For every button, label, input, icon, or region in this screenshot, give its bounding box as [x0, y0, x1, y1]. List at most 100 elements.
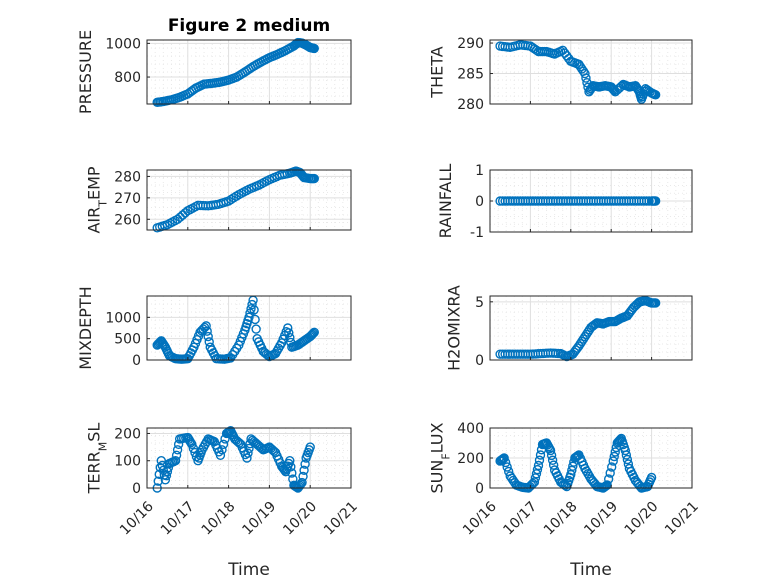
y-axis-label: RAINFALL: [436, 164, 455, 239]
x-axis-label: Time: [569, 560, 612, 580]
subplot-pressure: 800 1000 PRESSURE Figure 2 medium: [76, 16, 352, 114]
data-point: [203, 331, 213, 342]
y-tick-label: 0: [475, 194, 484, 210]
y-tick-label: 100: [114, 454, 141, 470]
data-point: [578, 334, 589, 344]
data-point: [250, 314, 260, 325]
data-point: [534, 455, 545, 465]
chart-title: Figure 2 medium: [168, 16, 330, 36]
y-axis-label: TERRMSL: [85, 423, 110, 495]
axes-frame: [146, 295, 352, 361]
data-point: [535, 450, 546, 460]
data-point: [545, 445, 556, 456]
data-point: [615, 434, 625, 445]
data-point: [650, 90, 661, 100]
data-point: [269, 446, 279, 456]
data-point: [202, 326, 212, 336]
data-point: [249, 305, 259, 315]
data-point: [285, 332, 295, 343]
y-tick-label: 260: [114, 212, 141, 228]
data-point: [644, 196, 654, 206]
y-axis-label: PRESSURE: [76, 30, 95, 114]
axes-frame: [146, 39, 352, 105]
data-point: [295, 480, 305, 490]
data-point: [567, 465, 577, 476]
data-point: [297, 477, 307, 488]
y-tick-label: 0: [475, 481, 484, 497]
data-point: [283, 323, 293, 333]
data-point: [575, 339, 586, 349]
data-point: [218, 439, 229, 450]
data-point: [500, 457, 511, 468]
y-tick-label: 285: [457, 67, 484, 83]
y-tick-label: 280: [457, 97, 484, 113]
data-point: [156, 456, 166, 466]
data-point: [605, 468, 615, 478]
y-tick-label: 290: [457, 36, 484, 52]
data-point: [217, 445, 227, 455]
y-tick-label: 400: [457, 421, 484, 437]
data-point: [215, 450, 226, 460]
data-point: [287, 468, 297, 478]
data-point: [308, 328, 318, 339]
data-point: [267, 445, 278, 455]
data-point: [309, 327, 319, 337]
data-point: [186, 437, 196, 448]
y-tick-label: 200: [114, 426, 141, 442]
y-tick-label: 0: [132, 481, 141, 497]
y-tick-label: 1000: [105, 36, 141, 52]
data-point: [306, 330, 316, 341]
y-axis-label: AIRTEMP: [85, 166, 110, 233]
data-point: [284, 328, 294, 338]
data-point: [234, 438, 245, 448]
data-point: [608, 84, 618, 95]
data-point: [247, 299, 257, 310]
data-point: [621, 450, 632, 460]
y-axis-label: H2OMIXRA: [445, 285, 464, 371]
data-point: [309, 43, 319, 54]
data-point: [243, 448, 253, 458]
data-point: [305, 442, 315, 452]
data-point: [526, 480, 537, 490]
data-point: [307, 329, 317, 340]
data-point: [231, 191, 241, 201]
subplot-theta: 280 285 290 THETA: [428, 36, 693, 113]
data-point: [499, 453, 509, 463]
data-point: [188, 443, 199, 454]
data-point: [244, 312, 254, 323]
subplot-h2omixra: 0 5 H2OMIXRA: [445, 285, 693, 371]
y-tick-label: 0: [132, 353, 141, 369]
data-point: [251, 324, 261, 334]
axes-frame: [146, 169, 352, 231]
data-point: [622, 454, 633, 465]
data-point: [531, 469, 542, 479]
data-point: [546, 450, 557, 461]
data-point: [158, 465, 169, 475]
data-point: [170, 456, 181, 466]
data-point: [580, 68, 590, 79]
data-point: [298, 471, 308, 482]
data-point: [574, 341, 584, 351]
data-point: [646, 472, 657, 483]
data-point: [580, 332, 590, 342]
data-point: [607, 462, 617, 472]
data-point: [187, 439, 197, 450]
data-point: [547, 455, 558, 465]
x-axis-label: Time: [227, 560, 270, 580]
data-point: [581, 329, 592, 340]
y-tick-label: 5: [475, 295, 484, 311]
data-point: [529, 477, 540, 487]
y-tick-label: 1000: [105, 310, 141, 326]
axes-frame: [489, 295, 693, 361]
data-point: [610, 447, 620, 457]
data-point: [568, 461, 578, 471]
y-axis-label: THETA: [428, 46, 447, 98]
data-point: [583, 327, 593, 337]
data-point: [502, 462, 512, 472]
data-point: [577, 336, 587, 347]
data-point: [171, 450, 182, 460]
data-point: [201, 321, 211, 331]
